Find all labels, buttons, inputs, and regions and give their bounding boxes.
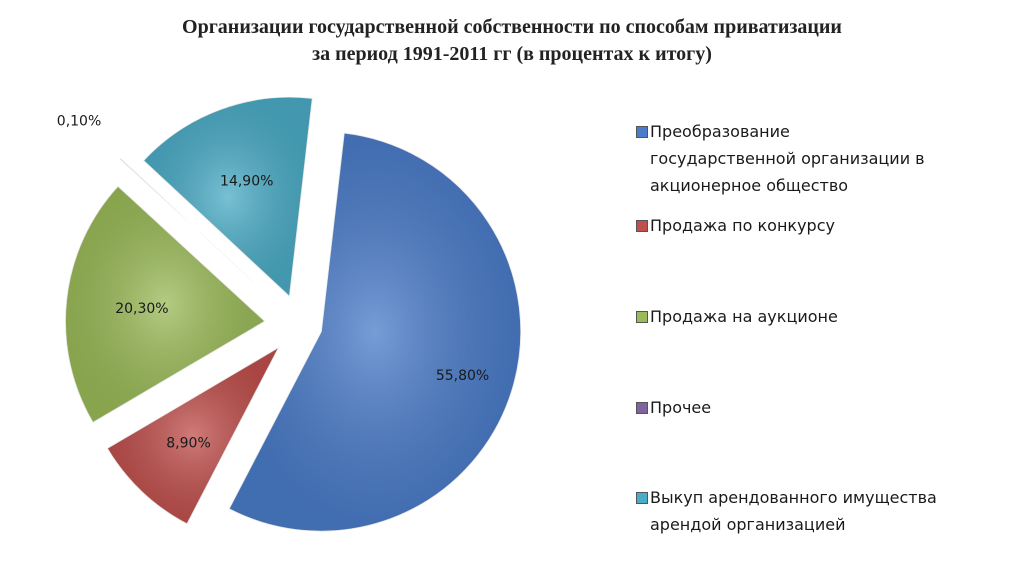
legend-item-other: Прочее (632, 394, 1012, 421)
legend-item-tender: Продажа по конкурсу (632, 212, 1012, 239)
legend-swatch-transformation (636, 126, 648, 138)
legend-swatch-lease-buyout (636, 492, 648, 504)
legend-label-other-line-1: Прочее (650, 398, 712, 417)
legend-swatch-auction (636, 311, 648, 323)
legend-label-tender-line-1: Продажа по конкурсу (650, 216, 835, 235)
legend-swatch-tender (636, 220, 648, 232)
legend-label-auction-line-1: Продажа на аукционе (650, 307, 838, 326)
legend-label-lease-buyout-line-2: арендой организацией (650, 515, 846, 534)
pie-labels: 55,80% 8,90% 20,30% 0,10% 14,90% (57, 114, 489, 452)
data-label-other: 0,10% (57, 114, 101, 130)
data-label-transformation: 55,80% (436, 368, 489, 384)
legend-item-transformation: Преобразование государственной организаци… (632, 118, 1012, 199)
chart-title-line-2: за период 1991-2011 гг (в процентах к ит… (312, 43, 712, 65)
legend-label-transformation-line-2: государственной организации в (650, 149, 925, 168)
legend-item-lease-buyout: Выкуп арендованного имущества арендой орг… (632, 484, 1012, 538)
data-label-tender: 8,90% (166, 436, 210, 452)
data-label-auction: 20,30% (115, 301, 168, 317)
legend-item-auction: Продажа на аукционе (632, 303, 1012, 330)
legend-label-transformation-line-1: Преобразование (650, 122, 790, 141)
chart-title-line-1: Организации государственной собственност… (182, 16, 842, 38)
data-label-lease-buyout: 14,90% (220, 174, 273, 190)
chart-title: Организации государственной собственност… (0, 14, 1024, 68)
legend-label-lease-buyout-line-1: Выкуп арендованного имущества (650, 488, 937, 507)
legend-swatch-other (636, 402, 648, 414)
legend-label-transformation-line-3: акционерное общество (650, 176, 849, 195)
